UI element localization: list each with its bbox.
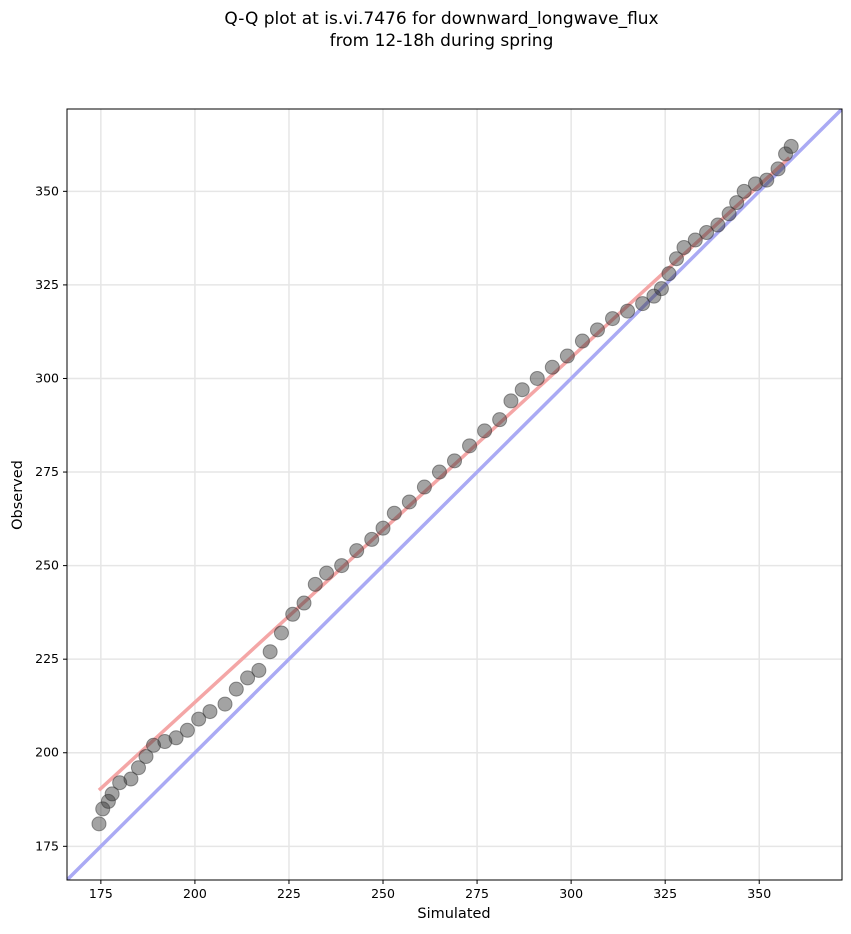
point (217, 696, 233, 712)
point (285, 606, 301, 622)
x-tick-label: 225 (277, 886, 301, 901)
point (646, 288, 662, 304)
point (146, 737, 162, 753)
point (416, 479, 432, 495)
point (123, 771, 139, 787)
point (100, 793, 116, 809)
point (334, 558, 350, 574)
point (273, 625, 289, 641)
y-tick-label: 275 (35, 464, 59, 479)
point (431, 464, 447, 480)
point (687, 232, 703, 248)
point (729, 195, 745, 211)
point (620, 303, 636, 319)
point (240, 670, 256, 686)
point (296, 595, 312, 611)
point (202, 704, 218, 720)
point (477, 423, 493, 439)
point (514, 382, 530, 398)
point (386, 505, 402, 521)
point (401, 494, 417, 510)
point (759, 172, 775, 188)
point (104, 786, 120, 802)
x-tick-label: 275 (465, 886, 489, 901)
chart-title: Q-Q plot at is.vi.7476 for downward_long… (224, 9, 659, 51)
point (605, 311, 621, 327)
point (503, 393, 519, 409)
point (635, 296, 651, 312)
point (778, 146, 794, 162)
x-tick-label: 175 (89, 886, 113, 901)
y-tick-label: 225 (35, 651, 59, 666)
point (676, 239, 692, 255)
point (747, 176, 763, 192)
x-axis-label: Simulated (417, 906, 490, 922)
y-tick-label: 300 (35, 370, 59, 385)
point (699, 225, 715, 241)
fit-line (97, 156, 791, 792)
point (91, 816, 107, 832)
point (349, 543, 365, 559)
point (138, 748, 154, 764)
y-axis-label: Observed (10, 460, 26, 530)
x-tick-label: 325 (653, 886, 677, 901)
point (95, 801, 111, 817)
x-tick-label: 200 (183, 886, 207, 901)
point (130, 760, 146, 776)
point (589, 322, 605, 338)
point (492, 412, 508, 428)
point (462, 438, 478, 454)
plot-frame (66, 108, 843, 881)
x-tick-label: 350 (747, 886, 771, 901)
point (375, 520, 391, 536)
y-tick-label: 250 (35, 558, 59, 573)
point (661, 266, 677, 282)
point (653, 281, 669, 297)
point (574, 333, 590, 349)
point (736, 183, 752, 199)
point (179, 722, 195, 738)
point (721, 206, 737, 222)
point (112, 775, 128, 791)
point (668, 251, 684, 267)
identity-line (67, 109, 842, 880)
y-tick-label: 350 (35, 183, 59, 198)
point (319, 565, 335, 581)
y-tick-label: 200 (35, 745, 59, 760)
point (770, 161, 786, 177)
point (168, 730, 184, 746)
point (228, 681, 244, 697)
point (447, 453, 462, 469)
point (251, 662, 267, 678)
point (529, 370, 545, 386)
point (364, 531, 380, 547)
point (710, 217, 726, 233)
y-tick-label: 175 (35, 838, 59, 853)
x-tick-label: 300 (559, 886, 583, 901)
point (559, 348, 575, 364)
point (262, 644, 278, 660)
point (157, 734, 173, 750)
y-tick-label: 325 (35, 277, 59, 292)
point (783, 138, 799, 154)
point (307, 576, 323, 592)
x-tick-label: 250 (371, 886, 395, 901)
point (544, 359, 560, 375)
point (191, 711, 207, 727)
